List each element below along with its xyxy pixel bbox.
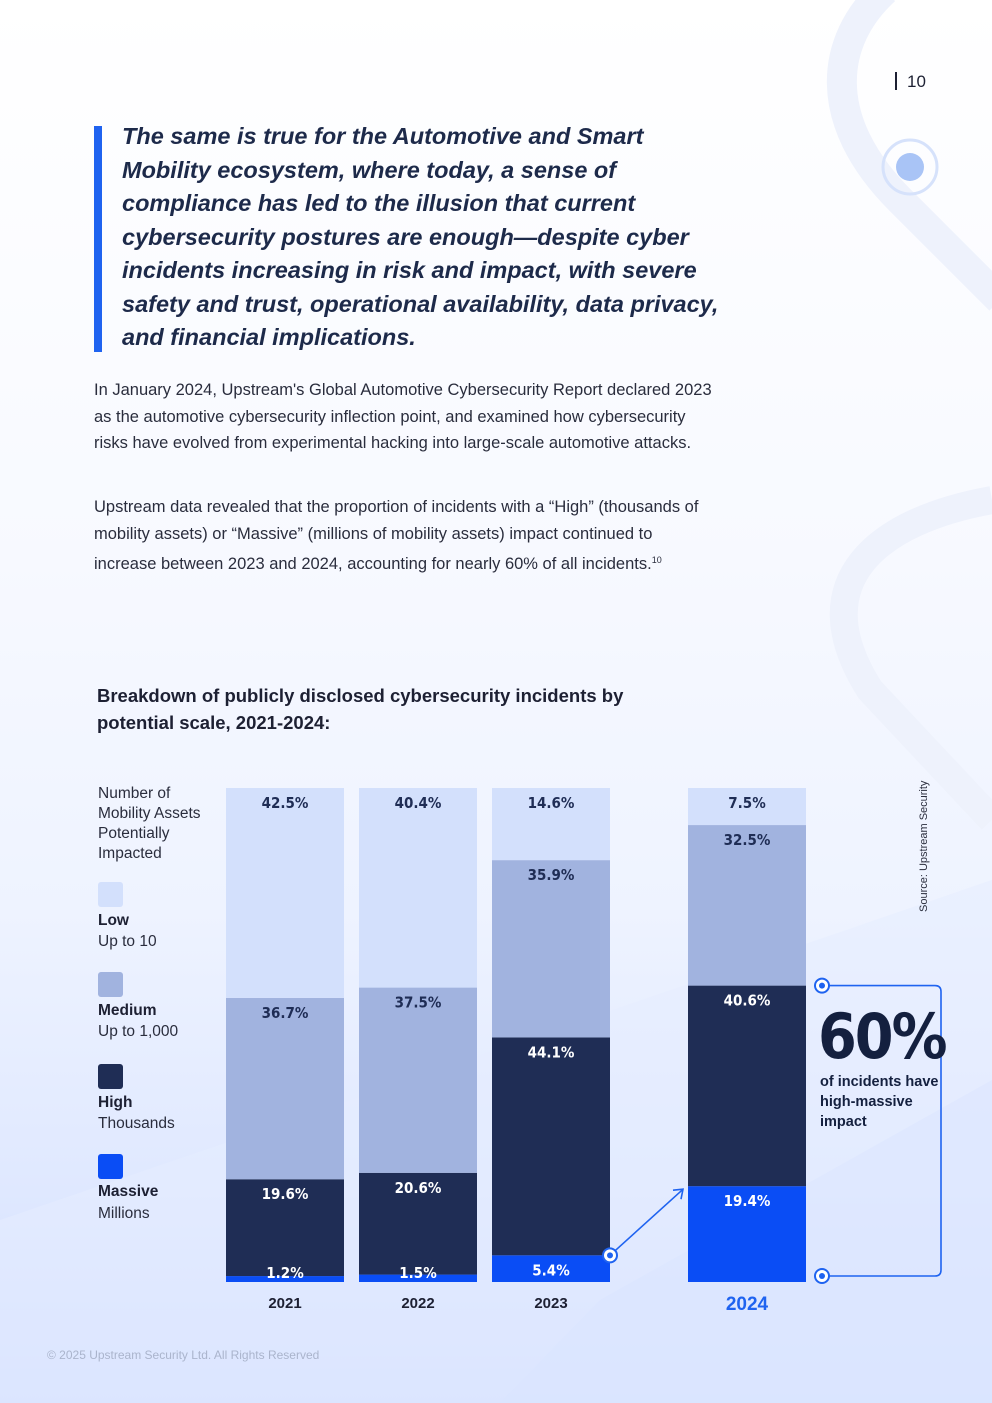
- data-label-2021-low: 42.5%: [262, 794, 309, 812]
- legend-name-massive: Massive: [98, 1183, 159, 1200]
- legend-name-high: High: [98, 1094, 133, 1111]
- data-label-2023-high: 44.1%: [528, 1043, 575, 1061]
- legend-heading: Number of Mobility Assets Potentially Im…: [98, 785, 201, 862]
- x-tick-label-2021: 2021: [268, 1295, 301, 1312]
- page-number: 10: [895, 72, 926, 92]
- callout-percentage: 60%: [818, 1000, 948, 1073]
- trend-arrow-line: [609, 1189, 683, 1256]
- bar-2024-massive: [688, 1186, 806, 1282]
- body-paragraph-1: In January 2024, Upstream's Global Autom…: [94, 381, 712, 452]
- footnote-ref: 10: [651, 555, 662, 565]
- decorative-dot: [896, 153, 924, 181]
- x-tick-label-2024: 2024: [726, 1294, 769, 1315]
- x-tick-label-2022: 2022: [401, 1295, 434, 1312]
- copyright-footer: © 2025 Upstream Security Ltd. All Rights…: [47, 1348, 320, 1362]
- legend-sub-medium: Up to 1,000: [98, 1023, 179, 1040]
- bar-2023-low: [492, 788, 610, 861]
- bar-2022-medium: [359, 987, 477, 1173]
- bars-layer: [226, 788, 806, 1282]
- callout-text: of incidents have high-massive impact: [820, 1074, 939, 1130]
- chart-title: Breakdown of publicly disclosed cybersec…: [97, 685, 624, 733]
- arrow-start-dot: [607, 1252, 613, 1259]
- decorative-ring: [881, 138, 939, 196]
- bar-2024-low: [688, 788, 806, 826]
- bar-2021-high: [226, 1179, 344, 1277]
- data-label-2021-medium: 36.7%: [262, 1004, 309, 1022]
- data-label-2024-high: 40.6%: [724, 992, 771, 1010]
- labels-layer: 1.2% 19.6% 36.7% 42.5% 2021 1.5% 20.6% 37.5% 40.…: [262, 794, 771, 1315]
- data-label-2023-massive: 5.4%: [532, 1261, 570, 1279]
- bar-2021-low: [226, 788, 344, 998]
- bar-2022-massive: [359, 1274, 477, 1282]
- data-label-2022-high: 20.6%: [395, 1179, 442, 1197]
- body-paragraph-2: Upstream data revealed that the proporti…: [94, 494, 719, 578]
- page-number-divider: [895, 72, 897, 90]
- bar-2023-high: [492, 1037, 610, 1256]
- data-label-2021-massive: 1.2%: [266, 1264, 304, 1282]
- body-paragraph-2-text: Upstream data revealed that the proporti…: [94, 498, 699, 573]
- data-label-2022-low: 40.4%: [395, 794, 442, 812]
- bracket-end-dot-2: [819, 1273, 825, 1279]
- background-curve-mid: [829, 486, 992, 830]
- legend-name-medium: Medium: [98, 1002, 157, 1019]
- legend-swatch-medium: [98, 972, 123, 997]
- data-label-2024-medium: 32.5%: [724, 831, 771, 849]
- callout-bracket: [822, 984, 942, 1277]
- quote-accent-bar: [94, 126, 102, 352]
- bar-2022-high: [359, 1172, 477, 1275]
- data-label-2022-medium: 37.5%: [395, 994, 442, 1012]
- pull-quote: The same is true for the Automotive and …: [122, 123, 719, 350]
- bar-2021-medium: [226, 997, 344, 1180]
- data-label-2021-high: 19.6%: [262, 1185, 309, 1203]
- data-label-2024-low: 7.5%: [728, 794, 766, 812]
- bar-2024-medium: [688, 825, 806, 986]
- background-curve-top: [826, 0, 992, 311]
- bar-2024-high: [688, 985, 806, 1187]
- bar-2022-low: [359, 788, 477, 988]
- legend-sub-low: Up to 10: [98, 933, 157, 950]
- data-label-2022-massive: 1.5%: [399, 1264, 437, 1282]
- x-tick-label-2023: 2023: [534, 1295, 567, 1312]
- legend-sub-high: Thousands: [98, 1115, 175, 1132]
- legend-swatch-massive: [98, 1154, 123, 1179]
- data-label-2024-massive: 19.4%: [724, 1192, 771, 1210]
- legend-sub-massive: Millions: [98, 1205, 150, 1222]
- legend-name-low: Low: [98, 912, 129, 929]
- page-number-text: 10: [907, 72, 926, 91]
- bar-2023-medium: [492, 860, 610, 1038]
- bar-2021-massive: [226, 1276, 344, 1282]
- bar-2023-massive: [492, 1255, 610, 1282]
- bracket-end-dot-1: [819, 982, 825, 989]
- data-label-2023-low: 14.6%: [528, 794, 575, 812]
- legend-swatch-high: [98, 1064, 123, 1089]
- data-label-2023-medium: 35.9%: [528, 866, 575, 884]
- callout-connector: [602, 977, 942, 1284]
- legend-swatch-low: [98, 882, 123, 907]
- trend-arrow-head: [672, 1188, 684, 1200]
- source-note: Source: Upstream Security: [918, 780, 930, 912]
